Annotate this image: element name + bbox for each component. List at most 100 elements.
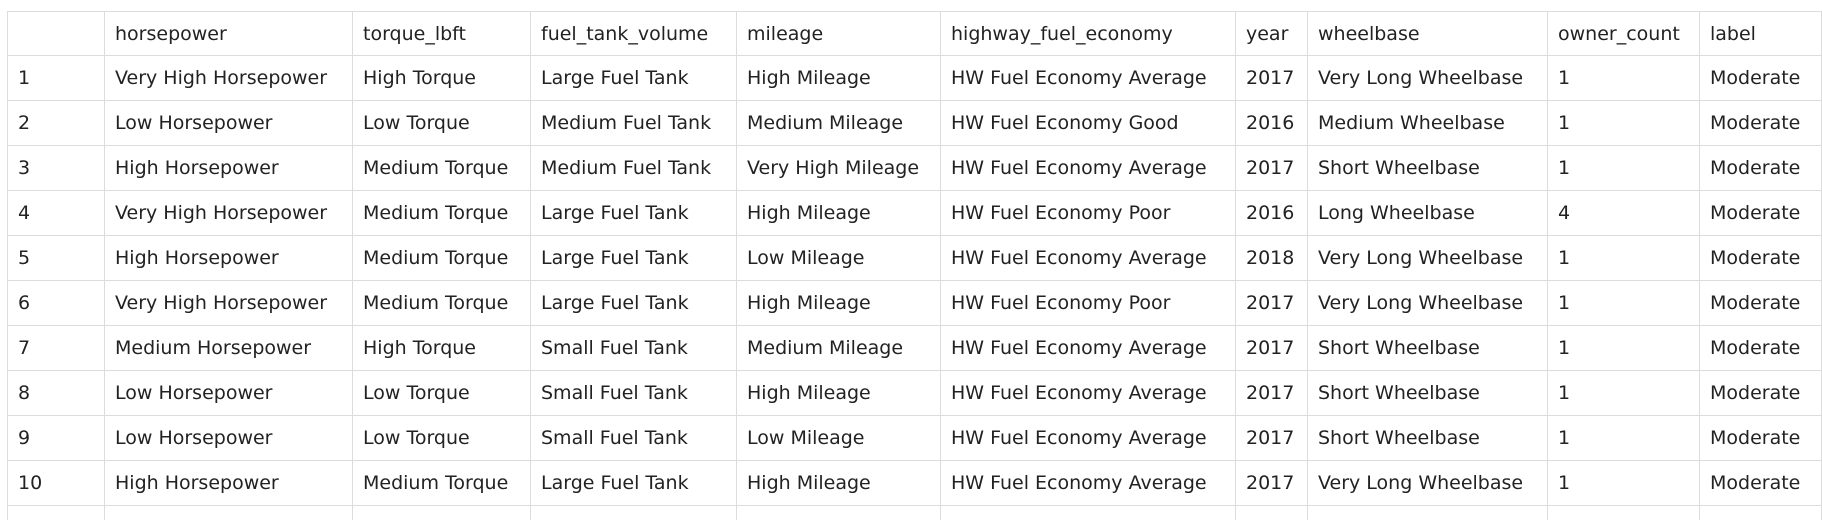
torque-cell: High Torque — [352, 55, 531, 101]
wheelbase-cell: Short Wheelbase — [1307, 370, 1548, 416]
fuel-tank-cell: Small Fuel Tank — [530, 370, 737, 416]
fuel-tank-cell: Large Fuel Tank — [530, 280, 737, 326]
highway-fuel-economy-cell: HW Fuel Economy Poor — [940, 280, 1236, 326]
label-cell: Moderate — [1699, 370, 1822, 416]
label-cell: Moderate — [1699, 325, 1822, 371]
label-cell: Moderate — [1699, 145, 1822, 191]
table-row-partial — [7, 505, 1822, 520]
wheelbase-cell: Very Long Wheelbase — [1307, 460, 1548, 506]
column-header-fuel-tank-volume[interactable]: fuel_tank_volume — [530, 11, 737, 56]
row-index: 5 — [7, 235, 105, 281]
year-cell: 2017 — [1235, 280, 1308, 326]
fuel-tank-cell: Large Fuel Tank — [530, 460, 737, 506]
table-row[interactable]: 9 Low Horsepower Low Torque Small Fuel Tank… — [7, 415, 1822, 461]
mileage-cell: Very High Mileage — [736, 145, 941, 191]
torque-cell: Medium Torque — [352, 190, 531, 236]
horsepower-cell: Medium Horsepower — [104, 325, 353, 371]
table-row[interactable]: 5 High Horsepower Medium Torque Large Fuel … — [7, 235, 1822, 281]
horsepower-cell: Very High Horsepower — [104, 190, 353, 236]
table-row[interactable]: 1 Very High Horsepower High Torque Large Fu… — [7, 55, 1822, 101]
year-cell: 2016 — [1235, 190, 1308, 236]
horsepower-cell: Low Horsepower — [104, 100, 353, 146]
table-row[interactable]: 6 Very High Horsepower Medium Torque Large … — [7, 280, 1822, 326]
column-header-label[interactable]: label — [1699, 11, 1822, 56]
label-cell: Moderate — [1699, 460, 1822, 506]
highway-fuel-economy-cell: HW Fuel Economy Average — [940, 370, 1236, 416]
owner-count-cell: 1 — [1547, 145, 1700, 191]
column-header-wheelbase[interactable]: wheelbase — [1307, 11, 1548, 56]
row-index: 8 — [7, 370, 105, 416]
horsepower-cell: Very High Horsepower — [104, 55, 353, 101]
fuel-tank-cell: Large Fuel Tank — [530, 235, 737, 281]
row-index: 3 — [7, 145, 105, 191]
torque-cell: Low Torque — [352, 370, 531, 416]
table-row[interactable]: 3 High Horsepower Medium Torque Medium Fuel… — [7, 145, 1822, 191]
mileage-cell: Low Mileage — [736, 235, 941, 281]
column-header-torque-lbft[interactable]: torque_lbft — [352, 11, 531, 56]
column-header-highway-fuel-economy[interactable]: highway_fuel_economy — [940, 11, 1236, 56]
empty-cell — [1307, 505, 1548, 520]
column-header-owner-count[interactable]: owner_count — [1547, 11, 1700, 56]
empty-cell — [104, 505, 353, 520]
year-cell: 2017 — [1235, 415, 1308, 461]
highway-fuel-economy-cell: HW Fuel Economy Average — [940, 55, 1236, 101]
highway-fuel-economy-cell: HW Fuel Economy Average — [940, 235, 1236, 281]
highway-fuel-economy-cell: HW Fuel Economy Average — [940, 415, 1236, 461]
owner-count-cell: 4 — [1547, 190, 1700, 236]
label-cell: Moderate — [1699, 415, 1822, 461]
torque-cell: Low Torque — [352, 100, 531, 146]
mileage-cell: High Mileage — [736, 370, 941, 416]
table-row[interactable]: 2 Low Horsepower Low Torque Medium Fuel Tan… — [7, 100, 1822, 146]
column-header-index[interactable] — [7, 11, 105, 56]
label-cell: Moderate — [1699, 55, 1822, 101]
table-row[interactable]: 8 Low Horsepower Low Torque Small Fuel Tank… — [7, 370, 1822, 416]
year-cell: 2017 — [1235, 370, 1308, 416]
wheelbase-cell: Medium Wheelbase — [1307, 100, 1548, 146]
horsepower-cell: Very High Horsepower — [104, 280, 353, 326]
row-index: 1 — [7, 55, 105, 101]
year-cell: 2017 — [1235, 460, 1308, 506]
table-row[interactable]: 4 Very High Horsepower Medium Torque Large … — [7, 190, 1822, 236]
wheelbase-cell: Long Wheelbase — [1307, 190, 1548, 236]
label-cell: Moderate — [1699, 100, 1822, 146]
empty-cell — [530, 505, 737, 520]
owner-count-cell: 1 — [1547, 100, 1700, 146]
mileage-cell: Medium Mileage — [736, 100, 941, 146]
torque-cell: Medium Torque — [352, 235, 531, 281]
column-header-horsepower[interactable]: horsepower — [104, 11, 353, 56]
torque-cell: Low Torque — [352, 415, 531, 461]
wheelbase-cell: Very Long Wheelbase — [1307, 55, 1548, 101]
horsepower-cell: Low Horsepower — [104, 370, 353, 416]
empty-cell — [736, 505, 941, 520]
year-cell: 2017 — [1235, 145, 1308, 191]
row-index: 2 — [7, 100, 105, 146]
label-cell: Moderate — [1699, 280, 1822, 326]
label-cell: Moderate — [1699, 190, 1822, 236]
fuel-tank-cell: Large Fuel Tank — [530, 190, 737, 236]
wheelbase-cell: Short Wheelbase — [1307, 145, 1548, 191]
fuel-tank-cell: Small Fuel Tank — [530, 325, 737, 371]
highway-fuel-economy-cell: HW Fuel Economy Poor — [940, 190, 1236, 236]
empty-cell — [7, 505, 105, 520]
empty-cell — [940, 505, 1236, 520]
wheelbase-cell: Very Long Wheelbase — [1307, 235, 1548, 281]
owner-count-cell: 1 — [1547, 325, 1700, 371]
owner-count-cell: 1 — [1547, 55, 1700, 101]
row-index: 10 — [7, 460, 105, 506]
wheelbase-cell: Short Wheelbase — [1307, 415, 1548, 461]
owner-count-cell: 1 — [1547, 235, 1700, 281]
owner-count-cell: 1 — [1547, 460, 1700, 506]
mileage-cell: High Mileage — [736, 460, 941, 506]
horsepower-cell: Low Horsepower — [104, 415, 353, 461]
column-header-year[interactable]: year — [1235, 11, 1308, 56]
torque-cell: Medium Torque — [352, 460, 531, 506]
highway-fuel-economy-cell: HW Fuel Economy Average — [940, 460, 1236, 506]
table-row[interactable]: 7 Medium Horsepower High Torque Small Fuel … — [7, 325, 1822, 371]
empty-cell — [1547, 505, 1700, 520]
table-row[interactable]: 10 High Horsepower Medium Torque Large Fuel… — [7, 460, 1822, 506]
row-index: 6 — [7, 280, 105, 326]
column-header-mileage[interactable]: mileage — [736, 11, 941, 56]
mileage-cell: Medium Mileage — [736, 325, 941, 371]
torque-cell: High Torque — [352, 325, 531, 371]
row-index: 9 — [7, 415, 105, 461]
